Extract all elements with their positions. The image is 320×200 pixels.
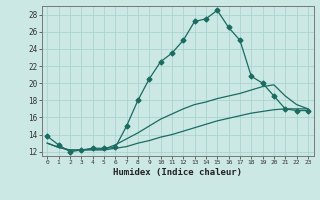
X-axis label: Humidex (Indice chaleur): Humidex (Indice chaleur) [113,168,242,177]
